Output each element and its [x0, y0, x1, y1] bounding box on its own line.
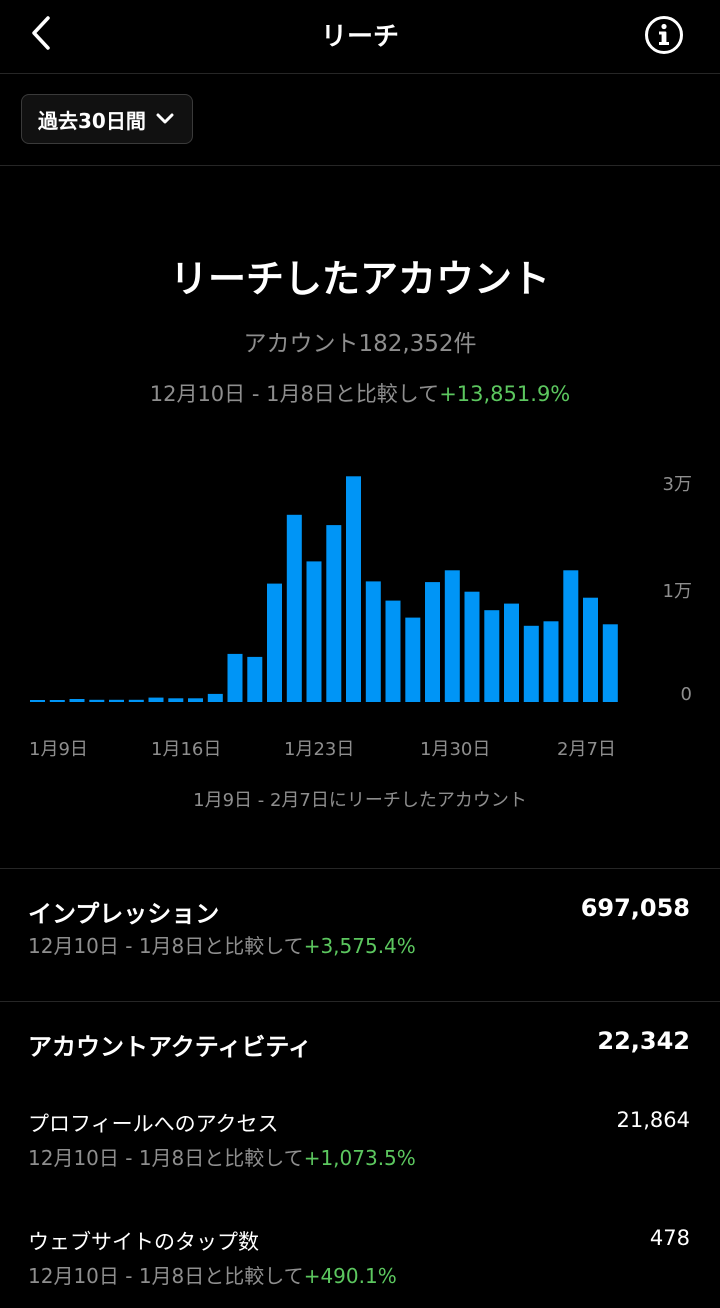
- chart-bar[interactable]: [602, 624, 618, 702]
- profile-visits-comparison: 12月10日 - 1月8日と比較して+1,073.5%: [28, 1142, 416, 1171]
- activity-title: アカウントアクティビティ: [28, 1033, 312, 1061]
- reach-account-count: アカウント182,352件: [243, 331, 477, 357]
- x-tick-label: 1月9日: [29, 739, 88, 760]
- chart-bar[interactable]: [523, 625, 539, 702]
- chart-bar[interactable]: [425, 582, 440, 702]
- top-bar: リーチ: [0, 0, 720, 74]
- chart-bar[interactable]: [504, 603, 519, 702]
- chevron-down-icon: [156, 113, 174, 124]
- y-tick-label: 3万: [662, 474, 692, 495]
- chart-bar[interactable]: [148, 697, 164, 702]
- chart-bar[interactable]: [365, 581, 381, 702]
- chart-bar[interactable]: [69, 699, 85, 702]
- chart-bar[interactable]: [563, 570, 579, 702]
- chart-bar[interactable]: [326, 525, 342, 702]
- chart-bar[interactable]: [207, 693, 223, 702]
- website-taps-comparison: 12月10日 - 1月8日と比較して+490.1%: [28, 1260, 397, 1289]
- chart-bar[interactable]: [346, 476, 361, 702]
- chart-bar[interactable]: [543, 621, 559, 702]
- date-range-label: 過去30日間: [38, 108, 146, 133]
- y-tick-label: 1万: [662, 581, 692, 602]
- chart-bar[interactable]: [188, 698, 203, 702]
- reach-bar-chart: [30, 476, 618, 702]
- chart-bar[interactable]: [89, 699, 105, 702]
- chart-bar[interactable]: [109, 699, 124, 702]
- x-tick-label: 1月30日: [420, 739, 491, 760]
- chart-bar[interactable]: [385, 600, 401, 702]
- impressions-comparison: 12月10日 - 1月8日と比較して+3,575.4%: [28, 930, 416, 959]
- info-button[interactable]: [644, 15, 684, 55]
- info-icon: [645, 16, 683, 54]
- filter-row: 過去30日間: [0, 74, 720, 166]
- reach-chart: 3万 1万 0 1月9日 1月16日 1月23日 1月30日 2月7日: [0, 460, 720, 760]
- x-tick-label: 1月16日: [151, 739, 222, 760]
- profile-visits-value: 21,864: [616, 1108, 690, 1132]
- chart-bar[interactable]: [49, 700, 65, 702]
- website-taps-change: +490.1%: [303, 1264, 397, 1288]
- website-taps-comparison-label: 12月10日 - 1月8日と比較して: [28, 1264, 304, 1288]
- chart-bar[interactable]: [444, 570, 460, 702]
- date-range-dropdown[interactable]: 過去30日間: [21, 94, 193, 144]
- divider: [0, 868, 720, 869]
- chevron-left-icon: [32, 16, 50, 50]
- chart-bar[interactable]: [286, 514, 302, 702]
- impressions-value: 697,058: [580, 894, 690, 922]
- activity-value: 22,342: [597, 1027, 690, 1055]
- chart-bar[interactable]: [227, 653, 243, 702]
- impressions-change: +3,575.4%: [303, 934, 416, 958]
- impressions-title: インプレッション: [28, 900, 220, 928]
- chart-bar[interactable]: [464, 591, 480, 702]
- chart-bar[interactable]: [168, 698, 184, 702]
- website-taps-value: 478: [649, 1226, 690, 1250]
- x-tick-label: 2月7日: [557, 739, 616, 760]
- y-tick-label: 0: [680, 684, 692, 705]
- reach-title: リーチしたアカウント: [169, 257, 550, 301]
- chart-bar[interactable]: [306, 561, 322, 702]
- chart-bar[interactable]: [128, 699, 144, 702]
- website-taps-label: ウェブサイトのタップ数: [28, 1230, 259, 1254]
- reach-change: +13,851.9%: [439, 382, 571, 406]
- chart-bar[interactable]: [405, 617, 421, 702]
- profile-visits-change: +1,073.5%: [303, 1146, 416, 1170]
- back-button[interactable]: [22, 12, 62, 56]
- chart-bar[interactable]: [247, 656, 263, 702]
- chart-bar[interactable]: [267, 583, 282, 702]
- chart-bar[interactable]: [583, 597, 598, 702]
- profile-visits-label: プロフィールへのアクセス: [28, 1112, 279, 1136]
- chart-caption: 1月9日 - 2月7日にリーチしたアカウント: [193, 790, 527, 811]
- reach-comparison-label: 12月10日 - 1月8日と比較して: [149, 382, 440, 406]
- chart-bar[interactable]: [484, 610, 500, 702]
- x-tick-label: 1月23日: [284, 739, 355, 760]
- divider: [0, 1001, 720, 1002]
- impressions-comparison-label: 12月10日 - 1月8日と比較して: [28, 934, 304, 958]
- page-title: リーチ: [320, 22, 399, 52]
- reach-comparison: 12月10日 - 1月8日と比較して+13,851.9%: [0, 378, 720, 408]
- chart-bar[interactable]: [30, 700, 45, 702]
- profile-visits-comparison-label: 12月10日 - 1月8日と比較して: [28, 1146, 304, 1170]
